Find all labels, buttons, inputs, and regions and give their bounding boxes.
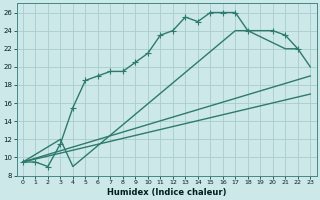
X-axis label: Humidex (Indice chaleur): Humidex (Indice chaleur) <box>107 188 226 197</box>
